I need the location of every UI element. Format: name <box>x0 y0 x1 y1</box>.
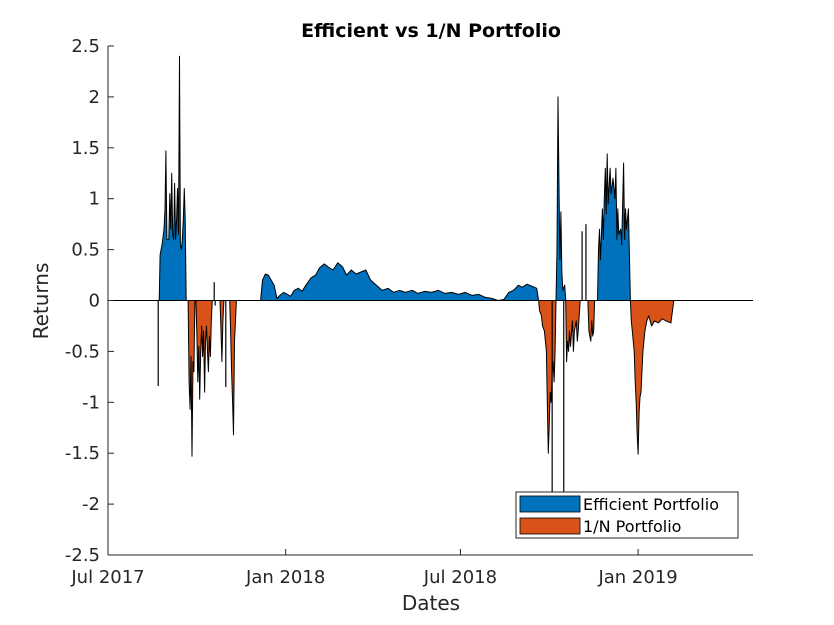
area-series-1 <box>187 300 675 457</box>
x-tick-label: Jan 2018 <box>245 567 325 588</box>
x-tick-label: Jan 2019 <box>597 567 677 588</box>
y-tick-label: 0 <box>89 291 100 312</box>
legend: Efficient Portfolio 1/N Portfolio <box>515 491 739 539</box>
y-tick-label: 1.5 <box>71 138 100 159</box>
x-tick-label: Jul 2018 <box>423 567 497 588</box>
y-tick-label: -1 <box>82 392 100 413</box>
area-series-0 <box>158 55 631 301</box>
y-tick-label: 1 <box>89 189 100 210</box>
y-axis-label: Returns <box>29 263 53 340</box>
legend-swatch-equal <box>519 517 581 535</box>
x-tick-label: Jul 2017 <box>70 567 144 588</box>
legend-label-efficient: Efficient Portfolio <box>583 495 719 514</box>
spike-layer <box>157 224 587 492</box>
area-layer <box>158 55 675 457</box>
y-tick-label: 0.5 <box>71 240 100 261</box>
y-tick-label: -2 <box>82 494 100 515</box>
axes <box>107 46 753 556</box>
chart-title: Efficient vs 1/N Portfolio <box>301 20 561 42</box>
legend-label-equal: 1/N Portfolio <box>583 517 681 536</box>
y-tick-label: 2.5 <box>71 36 100 57</box>
y-tick-label: 2 <box>89 87 100 108</box>
y-tick-label: -0.5 <box>65 341 100 362</box>
y-tick-label: -1.5 <box>65 443 100 464</box>
x-axis-label: Dates <box>402 591 460 615</box>
y-tick-label: -2.5 <box>65 545 100 566</box>
legend-swatch-efficient <box>519 495 581 513</box>
